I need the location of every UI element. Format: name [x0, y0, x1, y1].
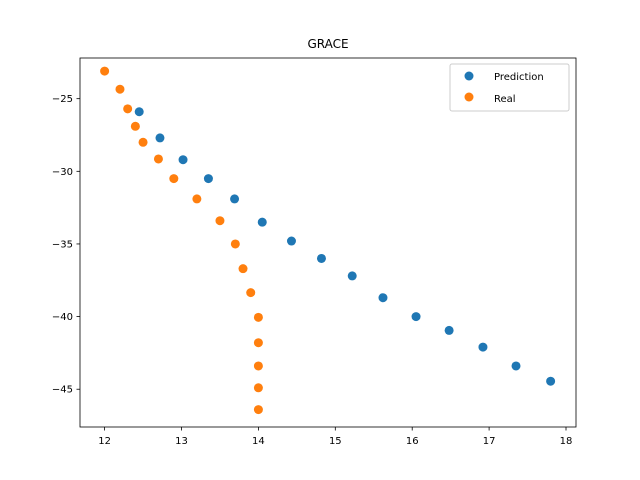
chart-title: GRACE — [307, 37, 348, 51]
x-tick-label: 18 — [560, 436, 573, 447]
real-point — [253, 383, 263, 393]
prediction-point — [444, 325, 454, 335]
prediction-point — [134, 107, 144, 117]
real-point — [130, 121, 140, 131]
real-point — [138, 137, 148, 147]
prediction-point — [478, 342, 488, 352]
prediction-point — [411, 312, 421, 322]
plot-frame — [79, 57, 577, 428]
y-tick-label: −35 — [52, 239, 73, 250]
real-point — [253, 338, 263, 348]
real-point — [238, 264, 248, 274]
prediction-point — [155, 133, 165, 143]
y-axis: −25 −30 −35 −40 −45 — [52, 94, 80, 396]
points-layer — [100, 66, 556, 415]
real-point — [230, 239, 240, 249]
prediction-point — [203, 174, 213, 184]
real-point — [192, 194, 202, 204]
legend-marker-prediction — [464, 71, 474, 81]
x-tick-label: 12 — [98, 436, 111, 447]
real-point — [253, 312, 263, 322]
real-point — [253, 361, 263, 371]
prediction-point — [546, 376, 556, 386]
real-point — [169, 174, 179, 184]
x-axis: 12 13 14 15 16 17 18 — [98, 427, 572, 447]
x-tick-label: 14 — [252, 436, 265, 447]
prediction-point — [286, 236, 296, 246]
legend-frame — [449, 63, 570, 112]
series-prediction — [134, 107, 556, 386]
prediction-point — [178, 155, 188, 165]
x-tick-label: 16 — [406, 436, 419, 447]
real-point — [115, 84, 125, 94]
legend-marker-real — [464, 92, 474, 102]
y-tick-label: −45 — [52, 385, 73, 396]
prediction-point — [347, 271, 357, 281]
y-tick-label: −25 — [52, 94, 73, 105]
real-point — [253, 405, 263, 415]
prediction-point — [378, 293, 388, 303]
real-point — [246, 288, 256, 298]
real-point — [123, 104, 133, 114]
real-point — [100, 66, 110, 76]
x-tick-label: 13 — [175, 436, 188, 447]
prediction-point — [257, 217, 267, 227]
real-point — [153, 154, 163, 164]
series-real — [100, 66, 263, 415]
prediction-point — [316, 253, 326, 263]
legend-label-real: Real — [494, 94, 516, 105]
y-tick-label: −40 — [52, 312, 73, 323]
legend-label-prediction: Prediction — [494, 72, 544, 83]
y-tick-label: −30 — [52, 167, 73, 178]
prediction-point — [511, 361, 521, 371]
real-point — [215, 216, 225, 226]
x-tick-label: 17 — [483, 436, 496, 447]
prediction-point — [230, 194, 240, 204]
x-tick-label: 15 — [329, 436, 342, 447]
legend: Prediction Real — [449, 63, 570, 112]
